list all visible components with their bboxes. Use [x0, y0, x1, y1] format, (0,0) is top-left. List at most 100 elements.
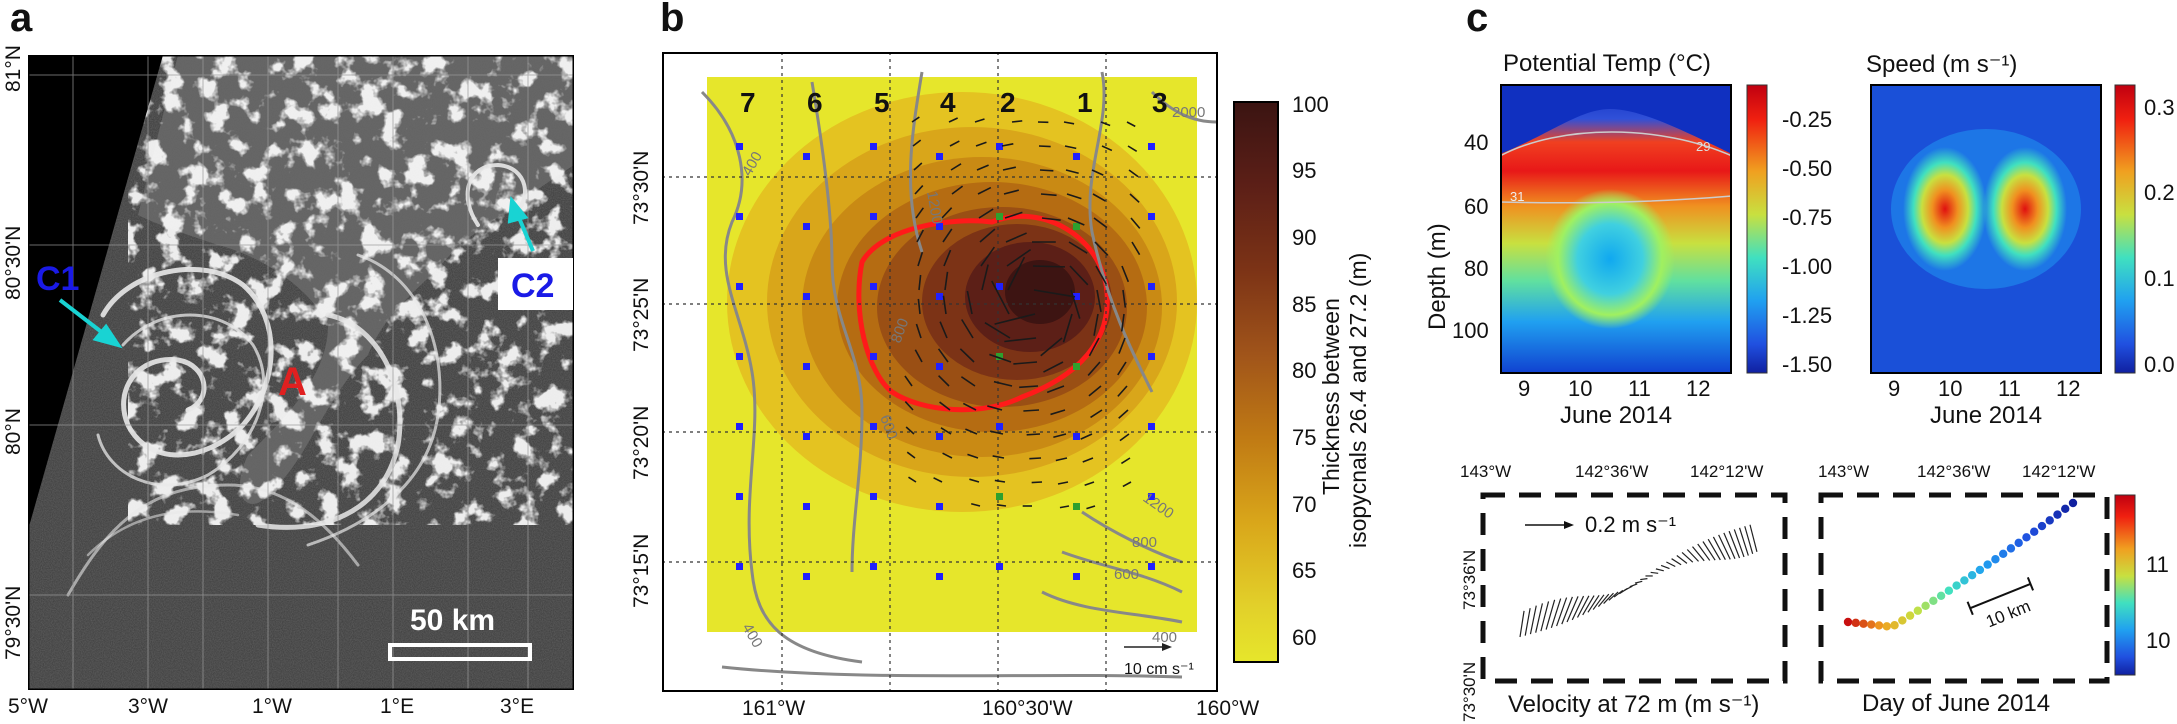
velocity-xlabel: Velocity at 72 m (m s⁻¹) [1508, 691, 1760, 718]
scale-bar-label: 50 km [410, 604, 495, 637]
b-cb-label-2: isopycnals 26.4 and 27.2 (m) [1345, 252, 1371, 548]
velocity-quiver [1540, 601, 1550, 632]
velocity-vector [987, 405, 1003, 411]
velocity-vector [941, 207, 953, 219]
velocity-vector [984, 322, 1011, 339]
b-cb-label-1: Thickness between [1318, 298, 1344, 495]
velocity-vector [1094, 241, 1109, 256]
temp-xtick-10: 10 [1568, 376, 1593, 401]
velocity-vector [942, 295, 947, 315]
b-xtick-160: 160°W [1196, 697, 1260, 720]
track-point [1960, 576, 1969, 585]
a-xtick-1w: 1°W [252, 695, 292, 718]
b-ytick-7320: 73°20'N [630, 405, 653, 480]
station-marker [803, 363, 810, 370]
section-4: 4 [940, 87, 956, 118]
velocity-vector [942, 228, 953, 243]
velocity-vector [1038, 145, 1051, 148]
velocity-vector [1001, 143, 1014, 147]
velocity-vector [1127, 145, 1138, 153]
velocity-vector [1080, 433, 1093, 440]
b-cb-75: 75 [1292, 425, 1317, 450]
velocity-vector [978, 208, 994, 219]
velocity-vector [1011, 120, 1023, 123]
velocity-vector [1122, 289, 1127, 308]
velocity-vector [944, 271, 949, 291]
velocity-quiver [1640, 578, 1648, 581]
velocity-vector [975, 141, 987, 147]
velocity-vector [1122, 481, 1132, 488]
track-colorbar [2114, 494, 2136, 676]
velocity-vector [915, 323, 922, 339]
velocity-quiver [1712, 536, 1726, 560]
panel-a-map: C1 C2 A 50 km [28, 55, 574, 690]
velocity-vector [1092, 193, 1106, 202]
velocity-vector [1101, 145, 1113, 152]
velocity-quiver [1529, 605, 1537, 635]
velocity-vector [1069, 265, 1089, 286]
velocity-vector [1065, 169, 1079, 175]
track-point [2030, 527, 2039, 536]
velocity-vector [977, 186, 992, 195]
velocity-vector [1041, 217, 1061, 222]
a-ytick-81: 81°N [2, 45, 25, 92]
track-panel: 10 km [1818, 492, 2110, 684]
station-markers [736, 143, 1155, 580]
velocity-scale: 0.2 m s⁻¹ [1585, 512, 1676, 537]
velocity-vector [1033, 289, 1076, 298]
velocity-vector [981, 264, 989, 291]
section-6: 6 [807, 87, 823, 118]
velocity-vector [939, 401, 951, 411]
velocity-quiver [1561, 596, 1573, 625]
track-point [1967, 570, 1977, 580]
track-point [1890, 621, 1899, 630]
vel-xtick-14236: 142°36'W [1575, 462, 1649, 481]
velocity-quiver [1587, 594, 1600, 613]
velocity-vector [914, 349, 923, 363]
station-marker [996, 213, 1003, 220]
velocity-vector [1007, 256, 1026, 291]
velocity-vector [942, 452, 953, 459]
track-point [2068, 498, 2078, 508]
station-marker [1073, 363, 1080, 370]
station-marker [936, 293, 943, 300]
track-point [1991, 555, 2000, 564]
velocity-quiver [1582, 595, 1595, 616]
station-marker [736, 283, 743, 290]
velocity-vector [1117, 385, 1128, 397]
speed-colorbar [2114, 84, 2136, 374]
speed-cb-02: 0.2 [2144, 180, 2175, 205]
b-colorbar [1233, 101, 1279, 663]
velocity-vector [965, 428, 978, 435]
velocity-vector [1119, 433, 1130, 442]
panel-b-map: 7 6 5 4 2 1 3 400 1200 2000 800 600 1200… [662, 52, 1218, 692]
track-point [1998, 549, 2008, 559]
velocity-quiver [1676, 555, 1688, 564]
velocity-quiver [1660, 564, 1670, 570]
vel-xtick-143: 143°W [1460, 462, 1512, 481]
section-3: 3 [1152, 87, 1168, 118]
speed-cb-01: 0.1 [2144, 266, 2175, 291]
station-marker [1148, 283, 1155, 290]
temp-cb-025: -0.25 [1782, 107, 1833, 132]
track-xtick-143: 143°W [1818, 462, 1870, 481]
a-xtick-3e: 3°E [500, 695, 535, 718]
bathy-label-3: 2000 [1172, 104, 1205, 121]
a-ytick-7930: 79°30'N [2, 585, 25, 660]
c1-arrow [58, 298, 110, 339]
speed-section [1870, 84, 2102, 374]
track-point [1882, 622, 1891, 631]
track-point [2014, 538, 2023, 548]
track-point [1874, 621, 1884, 630]
vel-xtick-14212: 142°12'W [1690, 462, 1764, 481]
b-cb-65: 65 [1292, 558, 1317, 583]
depth-tick-60: 60 [1464, 194, 1489, 219]
panel-letter-b: b [660, 0, 685, 40]
velocity-vector [915, 207, 925, 219]
velocity-vector [1129, 193, 1140, 203]
velocity-vector [989, 353, 1012, 363]
track-cb-11: 11 [2146, 552, 2169, 577]
velocity-vector [992, 455, 1005, 459]
velocity-vector [1029, 457, 1042, 460]
b-cb-85: 85 [1292, 292, 1317, 317]
